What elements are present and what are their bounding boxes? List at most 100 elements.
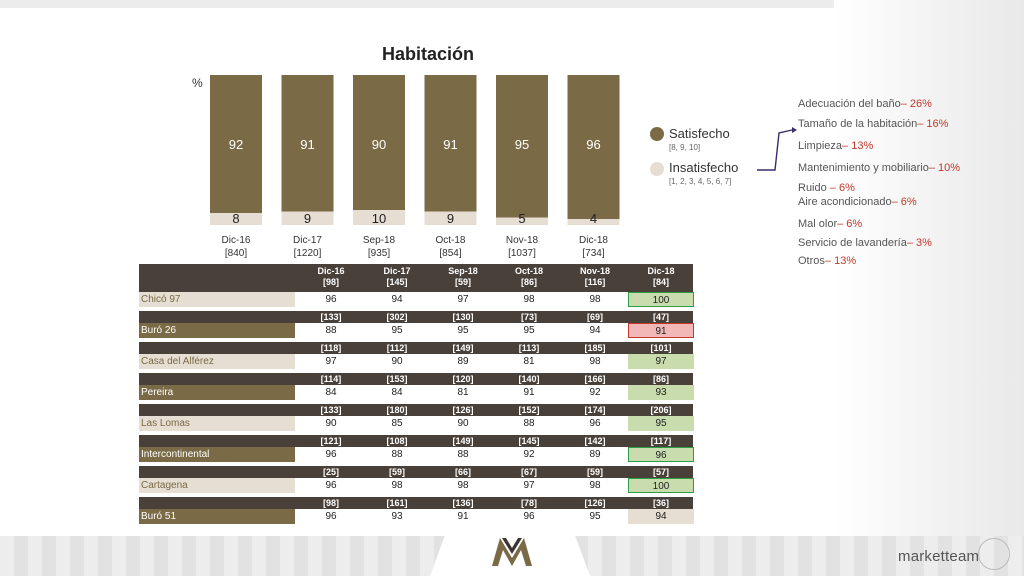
- table-cell: 97: [496, 478, 562, 493]
- reason-percent: – 13%: [824, 255, 857, 267]
- base-count: [185]: [584, 343, 606, 353]
- table-cell: 96: [298, 478, 364, 493]
- table-cell: 81: [496, 354, 562, 369]
- reason-label: Otros: [798, 255, 825, 267]
- table-cell: 97: [298, 354, 364, 369]
- table-cell: 85: [364, 416, 430, 431]
- table-cell: 98: [562, 478, 628, 493]
- x-base-label-2: [935]: [368, 248, 390, 259]
- base-count: [73]: [520, 312, 537, 322]
- table-base-row: [133] [180] [126] [152] [174] [206]: [139, 404, 693, 416]
- table-cell: 90: [298, 416, 364, 431]
- bar-satisfied-1: [281, 75, 334, 212]
- base-count: [86]: [652, 374, 669, 384]
- table-cell: 95: [430, 323, 496, 338]
- row-hotel-name: Las Lomas: [139, 416, 295, 431]
- base-count: [126]: [452, 405, 474, 415]
- table-cell: 89: [430, 354, 496, 369]
- base-count: [36]: [652, 498, 669, 508]
- base-count: [133]: [320, 312, 342, 322]
- table-base-row: [121] [108] [149] [145] [142] [117]: [139, 435, 693, 447]
- row-hotel-name: Buró 26: [139, 323, 295, 338]
- reason-item: Mantenimiento y mobiliario– 10%: [798, 162, 960, 174]
- data-label-unsatisfied-2: 10: [372, 211, 386, 226]
- reason-label: Adecuación del baño: [798, 98, 901, 110]
- base-count: [112]: [386, 343, 408, 353]
- reason-label: Tamaño de la habitación: [798, 118, 918, 130]
- table-cell: 100: [628, 478, 694, 493]
- base-count: [152]: [518, 405, 540, 415]
- table-cell: 96: [496, 509, 562, 524]
- table-row: Buró 51 96 93 91 96 95 94: [139, 509, 694, 524]
- row-hotel-name: Pereira: [139, 385, 295, 400]
- table-cell: 89: [562, 447, 628, 462]
- base-count: [149]: [452, 343, 474, 353]
- base-count: [59]: [586, 467, 603, 477]
- row-hotel-name: Cartagena: [139, 478, 295, 493]
- table-cell: 96: [628, 447, 694, 462]
- column-header: Sep-18 [59]: [430, 266, 496, 288]
- column-header-base: [116]: [584, 277, 606, 287]
- base-count: [174]: [584, 405, 606, 415]
- row-hotel-name: Casa del Alférez: [139, 354, 295, 369]
- table-cell: 94: [628, 509, 694, 524]
- reason-label: Aire acondicionado: [798, 196, 892, 208]
- reason-item: Tamaño de la habitación– 16%: [798, 118, 948, 130]
- reason-percent: – 6%: [837, 218, 863, 230]
- table-row: Cartagena 96 98 98 97 98 100: [139, 478, 694, 493]
- base-count: [69]: [586, 312, 603, 322]
- table-cell: 88: [496, 416, 562, 431]
- x-tick-label-4: Nov-18: [506, 235, 539, 246]
- reason-item: Otros– 13%: [798, 255, 856, 267]
- base-count: [57]: [652, 467, 669, 477]
- table-cell: 96: [298, 447, 364, 462]
- data-label-unsatisfied-4: 5: [518, 211, 525, 226]
- base-count: [118]: [320, 343, 342, 353]
- reason-item: Adecuación del baño– 26%: [798, 98, 932, 110]
- column-header-base: [86]: [520, 277, 537, 287]
- data-label-unsatisfied-5: 4: [590, 211, 597, 226]
- base-count: [136]: [452, 498, 474, 508]
- bar-unsatisfied-0: [210, 213, 262, 225]
- base-count: [108]: [386, 436, 408, 446]
- table-base-band: [139, 342, 693, 354]
- table-row: Buró 26 88 95 95 95 94 91: [139, 323, 694, 338]
- legend-unsatisfied-swatch: [650, 162, 664, 176]
- table-cell: 88: [364, 447, 430, 462]
- bar-unsatisfied-3: [424, 211, 477, 225]
- bar-satisfied-4: [496, 75, 548, 218]
- base-count: [121]: [320, 436, 342, 446]
- y-axis-label: %: [192, 76, 203, 90]
- table-cell: 92: [496, 447, 562, 462]
- base-count: [166]: [584, 374, 606, 384]
- row-hotel-name: Chicó 97: [139, 292, 295, 307]
- table-cell: 81: [430, 385, 496, 400]
- reason-label: Ruido: [798, 182, 830, 194]
- reason-label: Limpieza: [798, 140, 843, 152]
- base-count: [206]: [650, 405, 672, 415]
- row-hotel-name: Buró 51: [139, 509, 295, 524]
- base-count: [153]: [386, 374, 408, 384]
- table-header-band: [139, 264, 693, 292]
- bar-unsatisfied-4: [496, 217, 548, 225]
- reason-percent: – 6%: [891, 196, 917, 208]
- brand-name: marketteam: [898, 548, 980, 565]
- table-cell: 95: [364, 323, 430, 338]
- table-cell: 98: [562, 292, 628, 307]
- base-count: [114]: [320, 374, 342, 384]
- base-count: [161]: [386, 498, 408, 508]
- base-count: [126]: [584, 498, 606, 508]
- data-label-satisfied-1: 91: [300, 137, 314, 152]
- table-cell: 91: [496, 385, 562, 400]
- table-base-band: [139, 311, 693, 323]
- reason-percent: – 26%: [900, 98, 932, 110]
- table-base-row: [118] [112] [149] [113] [185] [101]: [139, 342, 693, 354]
- row-hotel-name: Intercontinental: [139, 447, 295, 462]
- x-base-label-0: [840]: [225, 248, 247, 259]
- top-frame: [0, 0, 1024, 8]
- table-cell: 100: [628, 292, 694, 307]
- legend-satisfied-label: Satisfecho: [669, 126, 730, 141]
- reasons-connector-line: [757, 129, 793, 171]
- table-cell: 96: [298, 292, 364, 307]
